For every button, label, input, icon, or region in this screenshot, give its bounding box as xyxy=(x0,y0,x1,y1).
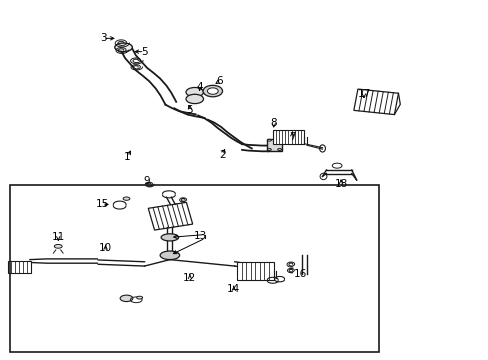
Ellipse shape xyxy=(185,94,203,104)
Text: 13: 13 xyxy=(194,231,207,240)
Ellipse shape xyxy=(207,88,218,94)
Ellipse shape xyxy=(277,149,281,150)
Text: 14: 14 xyxy=(227,284,240,294)
Text: 7: 7 xyxy=(288,132,295,142)
Bar xyxy=(10,185,378,352)
Text: 11: 11 xyxy=(52,232,65,242)
Bar xyxy=(267,139,282,151)
Text: 12: 12 xyxy=(183,273,196,283)
Text: 5: 5 xyxy=(186,105,193,115)
Bar xyxy=(353,89,398,114)
Bar xyxy=(148,202,192,230)
Ellipse shape xyxy=(160,251,179,260)
Text: 1: 1 xyxy=(124,152,130,162)
Ellipse shape xyxy=(123,197,130,200)
Polygon shape xyxy=(122,49,176,105)
Text: 2: 2 xyxy=(219,150,225,160)
Bar xyxy=(237,262,273,280)
Text: 6: 6 xyxy=(215,76,222,86)
Text: 10: 10 xyxy=(99,243,112,253)
Ellipse shape xyxy=(185,87,203,97)
Text: 18: 18 xyxy=(334,179,347,189)
Text: 4: 4 xyxy=(196,82,203,92)
Ellipse shape xyxy=(120,295,133,302)
Ellipse shape xyxy=(115,43,132,51)
Text: 9: 9 xyxy=(143,176,150,186)
Text: 8: 8 xyxy=(270,118,277,128)
Bar xyxy=(272,130,304,144)
Text: 15: 15 xyxy=(95,199,108,210)
Text: 16: 16 xyxy=(293,269,306,279)
Ellipse shape xyxy=(267,139,271,141)
Text: 5: 5 xyxy=(141,46,147,57)
Text: 3: 3 xyxy=(100,33,106,43)
Ellipse shape xyxy=(267,149,271,150)
Ellipse shape xyxy=(203,85,222,97)
Bar xyxy=(7,261,31,273)
Ellipse shape xyxy=(161,234,178,241)
Ellipse shape xyxy=(277,139,281,141)
Ellipse shape xyxy=(54,244,62,248)
Text: 17: 17 xyxy=(357,89,370,99)
Ellipse shape xyxy=(137,296,142,299)
